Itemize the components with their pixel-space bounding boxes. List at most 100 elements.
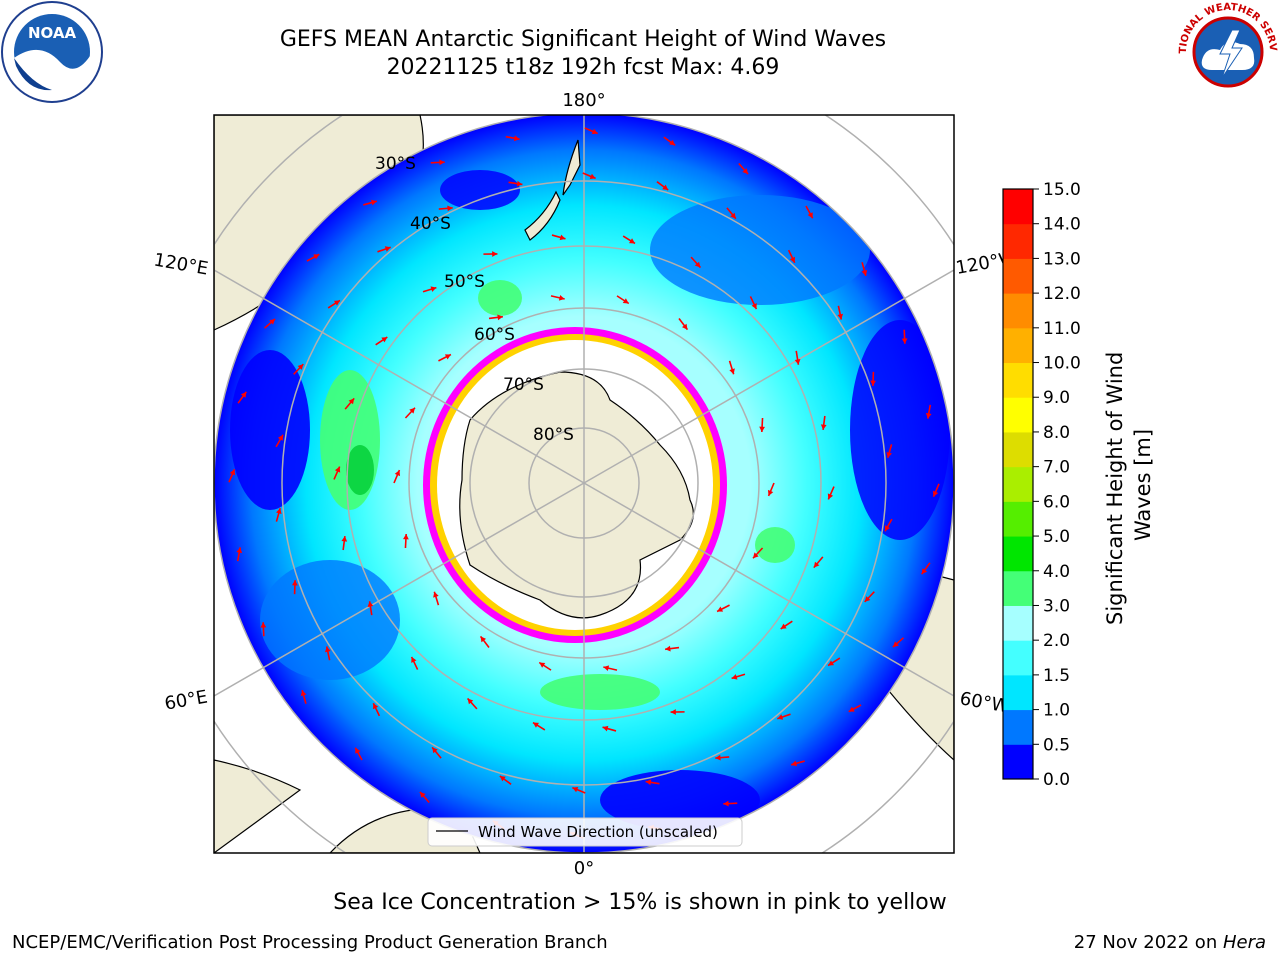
wave-direction-arrow bbox=[551, 234, 566, 241]
wave-direction-arrow bbox=[886, 444, 893, 459]
lat-label-70s: 70°S bbox=[503, 375, 544, 395]
wave-direction-arrow bbox=[805, 205, 814, 219]
colorbar-segment bbox=[1003, 258, 1033, 294]
wave-direction-arrow bbox=[375, 336, 388, 346]
wave-direction-arrow bbox=[820, 415, 827, 431]
wave-direction-arrow bbox=[438, 205, 453, 212]
colorbar-segment bbox=[1003, 640, 1033, 676]
wave-direction-arrow bbox=[354, 747, 363, 761]
wave-direction-arrow bbox=[393, 469, 401, 484]
wave-direction-arrow bbox=[538, 661, 552, 671]
wave-direction-arrow bbox=[228, 468, 236, 483]
wave-direction-arrow bbox=[602, 725, 617, 732]
wave-direction-arrow bbox=[663, 136, 676, 146]
wave-direction-arrow bbox=[372, 702, 381, 717]
wave-direction-arrow bbox=[333, 466, 341, 480]
colorbar-segment bbox=[1003, 397, 1033, 433]
wave-direction-arrow bbox=[726, 207, 737, 220]
wave-direction-arrow bbox=[645, 779, 660, 786]
wave-direction-arrow bbox=[550, 295, 565, 301]
colorbar-segment bbox=[1003, 223, 1033, 259]
lat-label-80s: 80°S bbox=[533, 425, 574, 445]
colorbar-segment bbox=[1003, 501, 1033, 537]
wave-direction-arrow bbox=[584, 127, 599, 135]
legend-box bbox=[427, 817, 743, 847]
wave-direction-arrow bbox=[892, 637, 905, 648]
wave-direction-arrow bbox=[670, 709, 685, 715]
wave-direction-arrow bbox=[731, 673, 746, 680]
wave-direction-arrow bbox=[665, 645, 680, 652]
lat-label-30s: 30°S bbox=[375, 154, 416, 174]
wave-direction-arrow bbox=[403, 533, 409, 549]
wave-direction-arrow bbox=[236, 547, 243, 562]
colorbar-tick-label: 0.5 bbox=[1043, 735, 1070, 755]
colorbar-segment bbox=[1003, 362, 1033, 398]
wave-direction-arrow bbox=[377, 246, 391, 253]
wave-direction-arrow bbox=[263, 318, 276, 329]
colorbar-tick-label: 3.0 bbox=[1043, 596, 1070, 616]
colorbar-tick-label: 15.0 bbox=[1043, 180, 1081, 200]
colorbar-tick-label: 0.0 bbox=[1043, 770, 1070, 790]
lat-label-40s: 40°S bbox=[410, 214, 451, 234]
colorbar-tick-label: 1.0 bbox=[1043, 701, 1070, 721]
colorbar-segment bbox=[1003, 327, 1033, 364]
wave-direction-arrow bbox=[656, 181, 669, 191]
wave-direction-arrow bbox=[532, 721, 546, 731]
wave-direction-arrow bbox=[488, 314, 503, 321]
lon-label-120e: 120°E bbox=[152, 249, 210, 279]
colorbar-segment bbox=[1003, 744, 1033, 780]
wave-direction-arrow bbox=[438, 353, 452, 362]
wave-direction-arrow bbox=[419, 791, 430, 804]
colorbar-tick-label: 13.0 bbox=[1043, 249, 1081, 269]
map-frame bbox=[213, 114, 955, 854]
wave-direction-arrow bbox=[479, 635, 490, 649]
wave-direction-arrow bbox=[787, 249, 796, 264]
wave-direction-arrow bbox=[300, 689, 307, 704]
wave-direction-arrow bbox=[728, 360, 735, 375]
wind-wave-arrows bbox=[228, 127, 940, 839]
wave-direction-arrow bbox=[404, 407, 416, 419]
chart-subtitle: 20221125 t18z 192h fcst Max: 4.69 bbox=[386, 55, 780, 80]
wave-direction-arrow bbox=[293, 363, 304, 375]
colorbar-tick-label: 2.0 bbox=[1043, 631, 1070, 651]
wave-direction-arrow bbox=[780, 620, 793, 630]
wave-direction-arrow bbox=[723, 800, 738, 807]
noaa-logo-text: NOAA bbox=[28, 24, 77, 42]
noaa-logo: NOAA bbox=[1, 1, 103, 103]
wave-direction-arrow bbox=[324, 646, 331, 661]
wave-direction-arrow bbox=[925, 404, 932, 419]
colorbar-tick-label: 10.0 bbox=[1043, 354, 1081, 374]
colorbar-frame bbox=[1002, 188, 1034, 780]
wave-direction-arrow bbox=[344, 397, 355, 410]
colorbar-tick-label: 12.0 bbox=[1043, 284, 1081, 304]
wave-direction-arrow bbox=[260, 622, 267, 637]
colorbar: 0.0 0.5 1.0 1.5 2.0 3.0 4.0 5.0 6.0 7.0 8.0 9.0 10.0… bbox=[1002, 180, 1081, 790]
graticule bbox=[214, 115, 954, 853]
colorbar-label: Significant Height of Wind Waves [m] bbox=[1103, 345, 1155, 625]
colorbar-tick-label: 4.0 bbox=[1043, 562, 1070, 582]
colorbar-segment bbox=[1003, 536, 1033, 572]
colorbar-tick-label: 11.0 bbox=[1043, 319, 1081, 339]
wave-direction-arrow bbox=[410, 656, 419, 670]
wave-direction-arrow bbox=[690, 256, 702, 269]
wave-direction-arrow bbox=[466, 697, 478, 710]
wave-direction-arrow bbox=[327, 299, 341, 309]
colorbar-tick-label: 5.0 bbox=[1043, 527, 1070, 547]
wave-direction-arrow bbox=[572, 786, 586, 794]
wave-direction-arrow bbox=[777, 713, 791, 720]
wave-direction-arrow bbox=[430, 159, 445, 166]
wave-direction-arrow bbox=[603, 665, 618, 671]
wave-direction-arrow bbox=[848, 704, 862, 713]
wave-direction-arrow bbox=[275, 434, 284, 448]
lat-label-50s: 50°S bbox=[444, 272, 485, 292]
colorbar-tick-label: 6.0 bbox=[1043, 492, 1070, 512]
wave-direction-arrow bbox=[715, 754, 730, 761]
wave-direction-arrow bbox=[767, 482, 775, 497]
wave-direction-arrow bbox=[363, 199, 378, 206]
wave-direction-arrow bbox=[508, 180, 523, 187]
wave-direction-arrow bbox=[422, 286, 437, 293]
footer-date: 27 Nov 2022 on Hera bbox=[1073, 932, 1266, 953]
wave-direction-arrow bbox=[341, 535, 348, 551]
wave-direction-arrow bbox=[716, 604, 730, 613]
